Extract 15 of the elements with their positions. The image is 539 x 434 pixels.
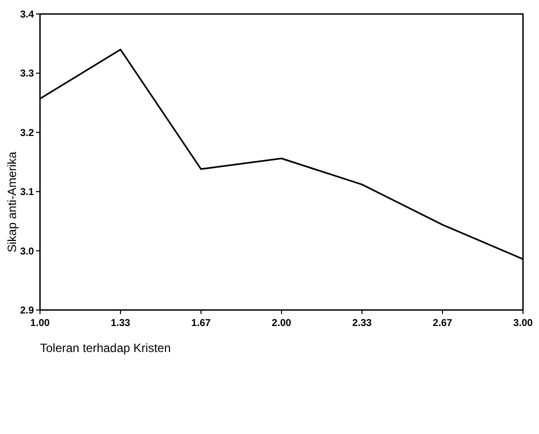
x-tick-label: 1.67 [191, 318, 212, 329]
y-tick-label: 3.4 [20, 10, 34, 20]
x-tick-label: 2.33 [352, 318, 372, 329]
x-tick-label: 3.00 [513, 318, 534, 329]
x-tick-label: 2.00 [272, 318, 292, 329]
y-tick-label: 3.1 [20, 187, 34, 198]
y-tick-label: 3.0 [20, 246, 34, 258]
y-tick-label: 3.3 [20, 68, 34, 80]
x-axis-title: Toleran terhadap Kristen [40, 341, 171, 355]
x-tick-label: 2.67 [432, 318, 453, 329]
x-tick-label: 1.00 [30, 318, 50, 329]
y-tick-label: 3.2 [20, 128, 34, 139]
y-tick-label: 2.9 [20, 306, 34, 316]
y-axis-title: Sikap anti-Amerika [5, 151, 19, 252]
x-tick-label: 1.33 [110, 318, 131, 329]
